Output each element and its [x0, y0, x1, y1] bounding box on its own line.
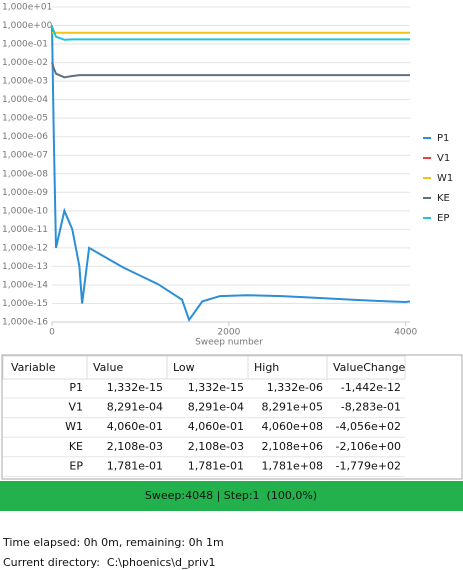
- series-line: [51, 25, 411, 323]
- y-tick-label: 1,000e-12: [2, 243, 48, 253]
- column-header: ValueChange: [333, 361, 406, 374]
- table-cell: -2,106e+00: [336, 440, 401, 453]
- y-tick-label: 1,000e-02: [2, 58, 48, 68]
- column-header: Low: [173, 361, 195, 374]
- y-tick-label: 1,000e-13: [2, 262, 48, 272]
- y-tick-label: 1,000e-10: [2, 206, 48, 216]
- y-tick-label: 1,000e+01: [2, 3, 52, 13]
- table-cell: 1,332e-15: [107, 381, 163, 394]
- table-cell: 8,291e+05: [262, 401, 323, 414]
- table-cell: 4,060e-01: [107, 420, 163, 433]
- table-cell: P1: [69, 381, 83, 394]
- legend: P1 V1 W1 KE EP: [423, 133, 453, 224]
- grid: 1,000e-16 1,000e-15 1,000e-14 1,000e-13 1,00…: [2, 3, 417, 338]
- series-line: [51, 62, 410, 79]
- table: Variable Value Low High ValueChange P1 1,332e-…: [3, 356, 406, 477]
- y-tick-label: 1,000e-06: [2, 132, 48, 142]
- table-cell: 2,108e+06: [262, 440, 323, 453]
- status-bar: [0, 481, 463, 511]
- table-cell: 8,291e-04: [107, 401, 163, 414]
- table-cell: -1,442e-12: [341, 381, 401, 394]
- y-tick-label: 1,000e-11: [2, 225, 48, 235]
- table-cell: 1,781e-01: [188, 459, 244, 472]
- legend-label: P1: [437, 133, 449, 144]
- x-tick-label: 2000: [217, 328, 240, 338]
- table-cell: W1: [65, 420, 83, 433]
- table-cell: 4,060e+08: [262, 420, 323, 433]
- legend-label: EP: [437, 213, 449, 224]
- legend-label: V1: [437, 153, 450, 164]
- directory-text: Current directory: C:\phoenics\d_priv1: [3, 556, 216, 569]
- y-tick-label: 1,000e-04: [2, 95, 48, 105]
- table-cell: -8,283e-01: [341, 401, 401, 414]
- series-line: [51, 26, 410, 41]
- table-cell: V1: [68, 401, 83, 414]
- table-cell: 1,332e-06: [267, 381, 323, 394]
- legend-label: W1: [437, 173, 453, 184]
- y-tick-label: 1,000e+00: [2, 21, 53, 31]
- table-cell: KE: [69, 440, 83, 453]
- y-tick-label: 1,000e-16: [2, 318, 48, 328]
- table-cell: -4,056e+02: [336, 420, 401, 433]
- x-tick-label: 4000: [394, 328, 417, 338]
- table-cell: 2,108e-03: [107, 440, 163, 453]
- y-tick-label: 1,000e-07: [2, 151, 48, 161]
- table-cell: -1,779e+02: [336, 459, 401, 472]
- x-axis-label: Sweep number: [195, 338, 263, 348]
- plot: [51, 25, 411, 323]
- table-cell: 4,060e-01: [188, 420, 244, 433]
- table-cell: 8,291e-04: [188, 401, 244, 414]
- chart-panel: [0, 0, 463, 352]
- y-tick-label: 1,000e-14: [2, 280, 48, 290]
- legend-label: KE: [437, 193, 450, 204]
- y-tick-label: 1,000e-03: [2, 77, 48, 87]
- status-text: Sweep:4048 | Step:1 (100,0%): [145, 489, 317, 502]
- x-tick-label: 0: [49, 328, 55, 338]
- table-cell: 2,108e-03: [188, 440, 244, 453]
- y-tick-label: 1,000e-08: [2, 169, 48, 179]
- column-header: High: [254, 361, 279, 374]
- y-tick-label: 1,000e-05: [2, 114, 48, 124]
- table-cell: 1,781e-01: [107, 459, 163, 472]
- table-cell: 1,781e+08: [262, 459, 323, 472]
- y-tick-label: 1,000e-01: [2, 40, 48, 50]
- y-tick-label: 1,000e-09: [2, 188, 48, 198]
- column-header: Variable: [11, 361, 56, 374]
- table-cell: 1,332e-15: [188, 381, 244, 394]
- column-header: Value: [93, 361, 123, 374]
- y-tick-label: 1,000e-15: [2, 299, 48, 309]
- time-text: Time elapsed: 0h 0m, remaining: 0h 1m: [2, 536, 224, 549]
- table-cell: EP: [69, 459, 83, 472]
- table-header: [2, 355, 406, 380]
